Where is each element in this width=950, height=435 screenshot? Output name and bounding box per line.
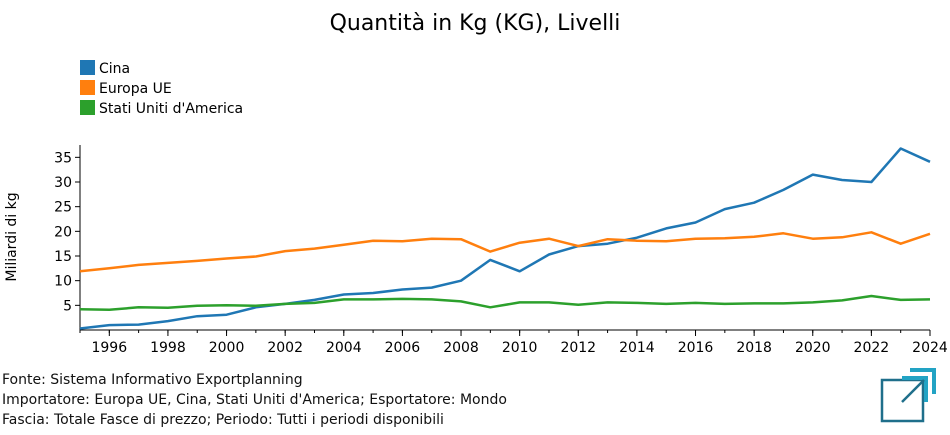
- footer-importer: Importatore: Europa UE, Cina, Stati Unit…: [2, 392, 507, 408]
- x-tick-label: 2006: [385, 340, 421, 356]
- x-tick-label: 2000: [209, 340, 245, 356]
- series-line-3: [79, 294, 931, 312]
- y-tick-label: 35: [54, 150, 72, 166]
- series-line-1: [79, 147, 931, 330]
- x-tick-label: 2014: [619, 340, 655, 356]
- y-tick-label: 5: [63, 298, 72, 314]
- chart-title: Quantità in Kg (KG), Livelli: [330, 11, 621, 36]
- legend-label-1: Cina: [99, 61, 130, 77]
- legend: Cina Europa UE Stati Uniti d'America: [80, 60, 243, 117]
- source-footer: Fonte: Sistema Informativo Exportplannin…: [2, 370, 507, 430]
- y-axis-title: Miliardi di kg: [4, 192, 20, 281]
- x-tick-label: 1996: [91, 340, 127, 356]
- x-tick-label: 2004: [326, 340, 362, 356]
- x-tick-label: 2024: [912, 340, 948, 356]
- x-tick-label: 2010: [502, 340, 538, 356]
- x-tick-label: 2018: [736, 340, 772, 356]
- x-tick-label: 2016: [678, 340, 714, 356]
- y-tick-label: 10: [54, 274, 72, 290]
- x-tick-label: 2008: [443, 340, 479, 356]
- x-tick-label: 2002: [267, 340, 303, 356]
- legend-label-3: Stati Uniti d'America: [99, 101, 243, 117]
- chart-canvas: Quantità in Kg (KG), Livelli Cina Europa …: [4, 11, 948, 356]
- exportplanning-logo-icon: [880, 368, 936, 423]
- y-tick-label: 25: [54, 200, 72, 216]
- x-tick-label: 1998: [150, 340, 186, 356]
- legend-label-2: Europa UE: [99, 81, 172, 97]
- plot-area: 5 10 15 20 25 30 35 1996 1998 2000 2002 2004 2006 200…: [54, 145, 948, 356]
- y-tick-label: 30: [54, 175, 72, 191]
- x-tick-label: 2022: [854, 340, 890, 356]
- x-tick-label: 2012: [560, 340, 596, 356]
- y-tick-label: 15: [54, 249, 72, 265]
- legend-swatch-3: [80, 100, 95, 115]
- y-tick-label: 20: [54, 224, 72, 240]
- x-tick-label: 2020: [795, 340, 831, 356]
- footer-range: Fascia: Totale Fasce di prezzo; Periodo:…: [2, 412, 444, 428]
- footer-source: Fonte: Sistema Informativo Exportplannin…: [2, 372, 303, 388]
- legend-swatch-2: [80, 80, 95, 95]
- legend-swatch-1: [80, 60, 95, 75]
- series-line-2: [79, 231, 931, 273]
